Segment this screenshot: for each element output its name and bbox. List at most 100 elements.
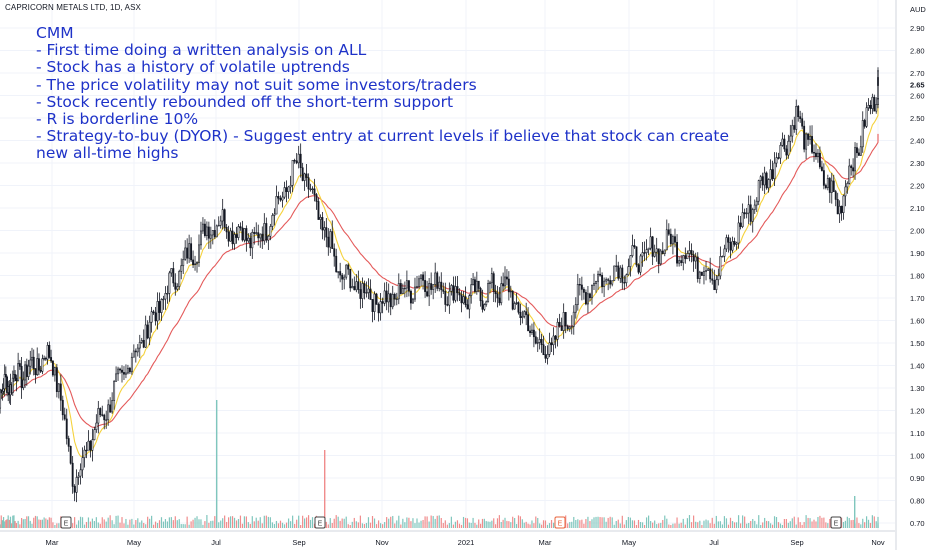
volume-bar — [703, 520, 705, 528]
candle-body — [519, 311, 522, 318]
candle-body — [53, 367, 56, 376]
candle-body — [355, 281, 358, 291]
earnings-marker-label: E — [558, 521, 563, 528]
volume-bar — [487, 521, 489, 528]
volume-bar — [546, 524, 549, 528]
volume-bar — [585, 519, 587, 528]
candle-body — [105, 419, 108, 421]
volume-bar — [787, 522, 789, 528]
volume-bar — [875, 521, 877, 528]
volume-bar — [725, 518, 728, 528]
volume-bar — [408, 517, 410, 528]
volume-bar — [512, 516, 514, 528]
candle-body — [95, 422, 98, 430]
candle-body — [877, 98, 879, 105]
volume-bar — [125, 518, 127, 528]
volume-bar — [135, 520, 137, 528]
volume-bar — [422, 519, 424, 528]
volume-bar — [515, 524, 518, 528]
candle-body — [337, 271, 340, 273]
candle-body — [483, 304, 486, 310]
volume-bar — [398, 515, 400, 528]
candle-body — [635, 246, 638, 266]
candle-body — [265, 223, 268, 241]
candle-body — [345, 264, 348, 278]
candle-body — [36, 358, 39, 375]
analysis-note[interactable]: CMM - First time doing a written analysis… — [36, 24, 729, 163]
candle-body — [93, 429, 96, 441]
volume-bar — [742, 515, 744, 528]
candle-body — [422, 274, 425, 281]
candle-body — [293, 159, 296, 162]
candle-body — [783, 138, 786, 150]
volume-bar — [206, 515, 208, 528]
volume-bar — [737, 515, 740, 528]
volume-bar — [656, 524, 658, 528]
volume-bar — [491, 520, 493, 528]
candle-body — [789, 135, 792, 142]
candle-body — [502, 283, 505, 287]
volume-bar — [589, 521, 591, 528]
volume-bar — [686, 518, 689, 528]
candle-body — [225, 227, 228, 233]
candle-body — [311, 188, 314, 190]
candle-body — [523, 311, 526, 317]
candle-body — [277, 196, 280, 199]
candle-body — [456, 286, 459, 294]
volume-bar — [789, 521, 791, 528]
volume-bar — [210, 520, 212, 528]
price-tick-label: 1.10 — [910, 429, 925, 438]
candle-body — [259, 233, 262, 239]
candle-body — [221, 209, 224, 222]
candle-body — [682, 255, 685, 264]
volume-bar — [688, 515, 691, 528]
price-tick-label: 2.40 — [910, 137, 925, 146]
volume-bar — [345, 516, 347, 528]
candle-body — [509, 290, 512, 293]
price-axis[interactable]: 2.90 2.80 2.70 2.60 2.50 2.40 2.30 2.20 2.10 2.00… — [895, 0, 926, 550]
volume-bar — [166, 521, 169, 528]
candle-body — [245, 228, 248, 242]
candle-body — [803, 125, 806, 150]
volume-bar — [34, 515, 37, 528]
candle-body — [850, 165, 853, 169]
note-line: new all-time highs — [36, 144, 179, 163]
volume-bar — [123, 523, 125, 528]
volume-bar — [664, 515, 666, 528]
volume-bar — [860, 524, 862, 528]
candle-body — [785, 148, 788, 156]
volume-bar — [867, 519, 870, 528]
volume-bar — [373, 518, 376, 528]
time-axis[interactable]: Mar May Jul Sep Nov 2021 Mar May Jul Sep Nov — [0, 530, 895, 547]
candle-body — [546, 354, 549, 359]
volume-bar — [440, 518, 442, 528]
candle-body — [46, 344, 49, 360]
candle-body — [164, 293, 167, 300]
candle-body — [192, 259, 195, 266]
candle-body — [14, 374, 17, 379]
candle-body — [25, 364, 28, 377]
volume-bar — [388, 518, 390, 528]
volume-bar — [593, 517, 595, 528]
earnings-marker — [554, 516, 566, 529]
volume-bar — [151, 515, 153, 528]
volume-bar — [21, 518, 23, 528]
earnings-marker — [830, 516, 842, 529]
volume-bar — [325, 521, 327, 528]
candle-body — [815, 152, 817, 158]
volume-spike — [854, 496, 856, 528]
candle-body — [838, 205, 841, 215]
candle-body — [811, 136, 813, 153]
candle-body — [233, 234, 236, 245]
candle-body — [77, 475, 80, 478]
candle-body — [729, 241, 732, 251]
earnings-marker — [60, 516, 72, 529]
volume-bar — [353, 517, 355, 528]
volume-bar — [158, 520, 161, 528]
volume-bar — [452, 524, 454, 528]
time-tick-label: Nov — [871, 538, 885, 547]
volume-bar — [479, 523, 482, 528]
candle-body — [498, 297, 501, 304]
